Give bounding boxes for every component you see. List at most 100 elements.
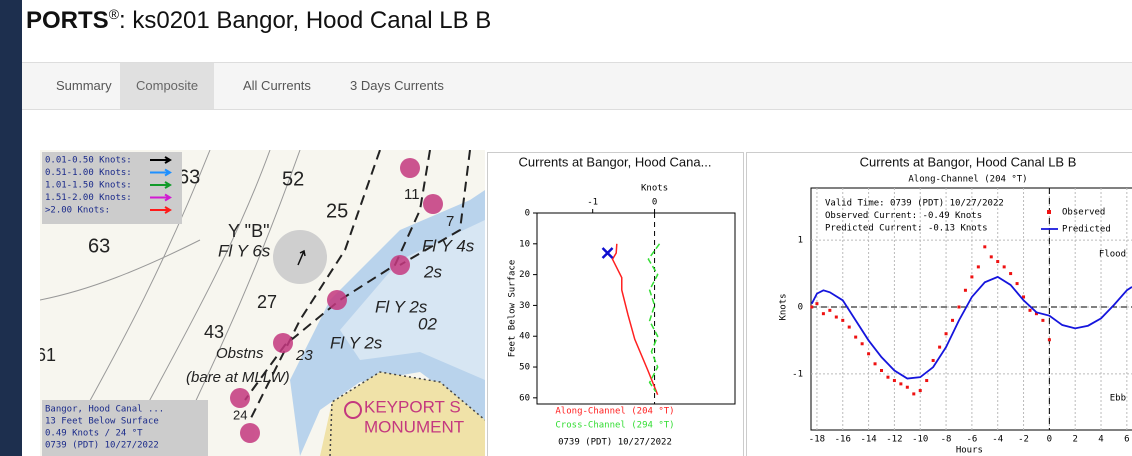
y-tick-label: 0 bbox=[525, 209, 530, 219]
tab[interactable]: Summary bbox=[40, 63, 128, 109]
title-main: PORTS bbox=[26, 7, 109, 34]
x-tick-label: 0 bbox=[652, 198, 657, 208]
tab[interactable]: Composite bbox=[120, 63, 214, 109]
map-label: Fl Y 4s bbox=[422, 236, 475, 255]
observed-point bbox=[822, 312, 825, 315]
y-tick-label: 20 bbox=[519, 270, 530, 280]
legend-label: 0.51-1.00 Knots: bbox=[45, 168, 132, 178]
legend-label: 1.01-1.50 Knots: bbox=[45, 181, 132, 191]
x-tick-label: 2 bbox=[1072, 435, 1077, 445]
map-label: Fl Y 2s bbox=[330, 333, 383, 352]
x-tick-label: -4 bbox=[992, 435, 1003, 445]
map-label: 2s bbox=[423, 262, 442, 281]
info-line: Observed Current: -0.49 Knots bbox=[825, 211, 982, 221]
x-tick-label: -18 bbox=[809, 435, 825, 445]
observed-point bbox=[996, 260, 999, 263]
info-line: 13 Feet Below Surface bbox=[45, 417, 159, 427]
y-tick-label: 0 bbox=[798, 302, 803, 312]
map-label: 24 bbox=[233, 407, 247, 422]
legend-label: Along-Channel (204 °T) bbox=[555, 407, 674, 417]
map-label: 7 bbox=[446, 213, 454, 230]
observed-point bbox=[906, 386, 909, 389]
observed-point bbox=[1048, 338, 1051, 341]
x-tick-label: -6 bbox=[966, 435, 977, 445]
y-axis-label: Feet Below Surface bbox=[508, 260, 518, 358]
observed-point bbox=[925, 379, 928, 382]
observed-point bbox=[874, 362, 877, 365]
legend-label: 1.51-2.00 Knots: bbox=[45, 193, 132, 203]
tab[interactable]: 3 Days Currents bbox=[334, 63, 460, 109]
map-label: (bare at MLLW) bbox=[186, 369, 290, 386]
observed-point bbox=[810, 305, 813, 308]
chart-subtitle: Along-Channel (204 °T) bbox=[908, 175, 1027, 185]
nautical-map: 63 52 25 11 7 Y "B" Fl Y 6s 63 Fl Y 4s 2… bbox=[36, 150, 485, 456]
y-tick-label: 40 bbox=[519, 332, 530, 342]
panels: 63 52 25 11 7 Y "B" Fl Y 6s 63 Fl Y 4s 2… bbox=[0, 148, 1132, 456]
chart-title: Currents at Bangor, Hood Cana... bbox=[519, 154, 712, 169]
title-mark: ® bbox=[109, 6, 119, 22]
plot-area bbox=[537, 213, 735, 404]
x-tick-label: -10 bbox=[912, 435, 928, 445]
observed-point bbox=[867, 352, 870, 355]
x-tick-label: 4 bbox=[1098, 435, 1103, 445]
tab[interactable]: All Currents bbox=[227, 63, 327, 109]
map-label: Obstns bbox=[216, 345, 264, 362]
chart-title: Currents at Bangor, Hood Canal LB B bbox=[860, 154, 1077, 169]
observed-point bbox=[964, 289, 967, 292]
info-line: 0739 (PDT) 10/27/2022 bbox=[45, 441, 159, 451]
observed-point bbox=[893, 379, 896, 382]
x-tick-label: -1 bbox=[587, 198, 598, 208]
map-label: Fl Y 6s bbox=[218, 241, 271, 260]
y-axis-label: Knots bbox=[779, 293, 789, 320]
map-label: 63 bbox=[88, 235, 110, 257]
x-tick-label: 6 bbox=[1124, 435, 1129, 445]
observed-point bbox=[835, 316, 838, 319]
y-tick-label: 10 bbox=[519, 239, 530, 249]
observed-point bbox=[841, 319, 844, 322]
y-tick-label: -1 bbox=[792, 369, 803, 379]
observed-point bbox=[957, 305, 960, 308]
x-axis-label: Knots bbox=[641, 184, 668, 194]
y-tick-label: 60 bbox=[519, 393, 530, 403]
map-label: 25 bbox=[326, 200, 348, 222]
observed-point bbox=[1003, 265, 1006, 268]
observed-point bbox=[932, 359, 935, 362]
observed-point bbox=[945, 332, 948, 335]
observed-point bbox=[861, 342, 864, 345]
legend-swatch bbox=[1047, 210, 1051, 214]
observed-point bbox=[828, 309, 831, 312]
page-title: PORTS®: ks0201 Bangor, Hood Canal LB B bbox=[26, 6, 491, 35]
map-label: KEYPORT S bbox=[364, 397, 461, 416]
map-label: 43 bbox=[204, 322, 224, 342]
annotation: Ebb bbox=[1110, 394, 1126, 404]
map-label: 23 bbox=[295, 347, 313, 364]
map-label: 27 bbox=[257, 292, 277, 312]
observed-point bbox=[970, 275, 973, 278]
observed-point bbox=[912, 392, 915, 395]
annotation: Flood bbox=[1099, 250, 1126, 260]
observed-point bbox=[1028, 309, 1031, 312]
observed-point bbox=[1016, 282, 1019, 285]
observed-point bbox=[951, 319, 954, 322]
observed-point bbox=[848, 326, 851, 329]
observed-point bbox=[815, 302, 818, 305]
map-label: 52 bbox=[282, 168, 304, 190]
y-tick-label: 50 bbox=[519, 363, 530, 373]
y-tick-label: 1 bbox=[798, 236, 803, 246]
title-rest: : ks0201 Bangor, Hood Canal LB B bbox=[119, 7, 491, 34]
observed-point bbox=[886, 376, 889, 379]
legend-label: Observed bbox=[1062, 208, 1105, 218]
observed-point bbox=[1009, 272, 1012, 275]
legend-label: >2.00 Knots: bbox=[45, 206, 110, 216]
map-label: 02 bbox=[418, 314, 437, 333]
x-tick-label: -16 bbox=[835, 435, 851, 445]
observed-point bbox=[1041, 319, 1044, 322]
x-tick-label: -12 bbox=[886, 435, 902, 445]
observed-point bbox=[854, 336, 857, 339]
y-tick-label: 30 bbox=[519, 301, 530, 311]
map-label: 61 bbox=[36, 345, 56, 365]
x-axis-label: Hours bbox=[956, 446, 983, 456]
observed-point bbox=[880, 369, 883, 372]
info-line: Bangor, Hood Canal ... bbox=[45, 405, 164, 415]
